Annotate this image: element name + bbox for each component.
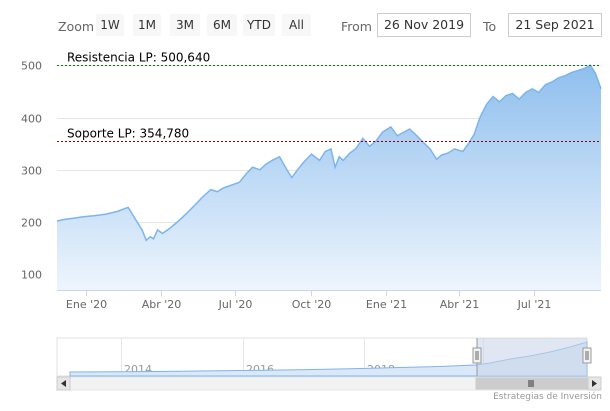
x-tick-label: Oct '20	[292, 298, 332, 311]
arrow-right-icon	[592, 380, 597, 387]
zoom-3m-button[interactable]: 3M	[170, 14, 200, 36]
scrollbar[interactable]	[56, 376, 602, 391]
zoom-label: Zoom	[58, 19, 95, 34]
support-label: Soporte LP: 354,780	[67, 127, 189, 141]
from-label: From	[341, 19, 372, 34]
zoom-ytd-button[interactable]: YTD	[243, 14, 275, 36]
x-tick-label: Abr '21	[440, 298, 480, 311]
navigator-selected-range[interactable]	[477, 338, 587, 376]
resistance-label: Resistencia LP: 500,640	[67, 51, 210, 65]
y-tick-label: 100	[21, 269, 42, 282]
x-tick-label: Jul '21	[517, 298, 552, 311]
x-tick-label: Ene '20	[66, 298, 107, 311]
y-axis: 100 200 300 400 500	[21, 60, 42, 282]
y-tick-label: 200	[21, 217, 42, 230]
x-tick-label: Jul '20	[218, 298, 253, 311]
plot-lines: Resistencia LP: 500,640 Soporte LP: 354,7…	[57, 51, 601, 142]
to-date-input[interactable]: 21 Sep 2021	[508, 13, 602, 37]
x-tick-label: Ene '21	[366, 298, 407, 311]
navigator-left-handle[interactable]	[472, 347, 482, 364]
zoom-6m-button[interactable]: 6M	[207, 14, 237, 36]
y-tick-label: 300	[21, 165, 42, 178]
zoom-all-button[interactable]: All	[282, 14, 311, 36]
navigator[interactable]: 2014201620182020	[56, 337, 592, 377]
x-tick-label: Abr '20	[142, 298, 182, 311]
from-date-input[interactable]: 26 Nov 2019	[377, 13, 471, 37]
navigator-right-handle[interactable]	[582, 347, 592, 364]
price-line	[56, 64, 602, 242]
y-tick-label: 400	[21, 113, 42, 126]
zoom-1w-button[interactable]: 1W	[96, 14, 124, 36]
price-area-fill	[57, 65, 601, 290]
x-axis: Ene '20 Abr '20 Jul '20 Oct '20 Ene '21 Abr '…	[57, 290, 601, 311]
y-tick-label: 500	[21, 60, 42, 73]
zoom-1m-button[interactable]: 1M	[133, 14, 161, 36]
range-selector: Zoom 1W 1M 3M 6M YTD All From 26 Nov 201…	[0, 0, 610, 50]
credits-link[interactable]: Estrategias de Inversión	[493, 392, 602, 402]
arrow-left-icon	[61, 380, 66, 387]
to-label: To	[483, 19, 497, 34]
